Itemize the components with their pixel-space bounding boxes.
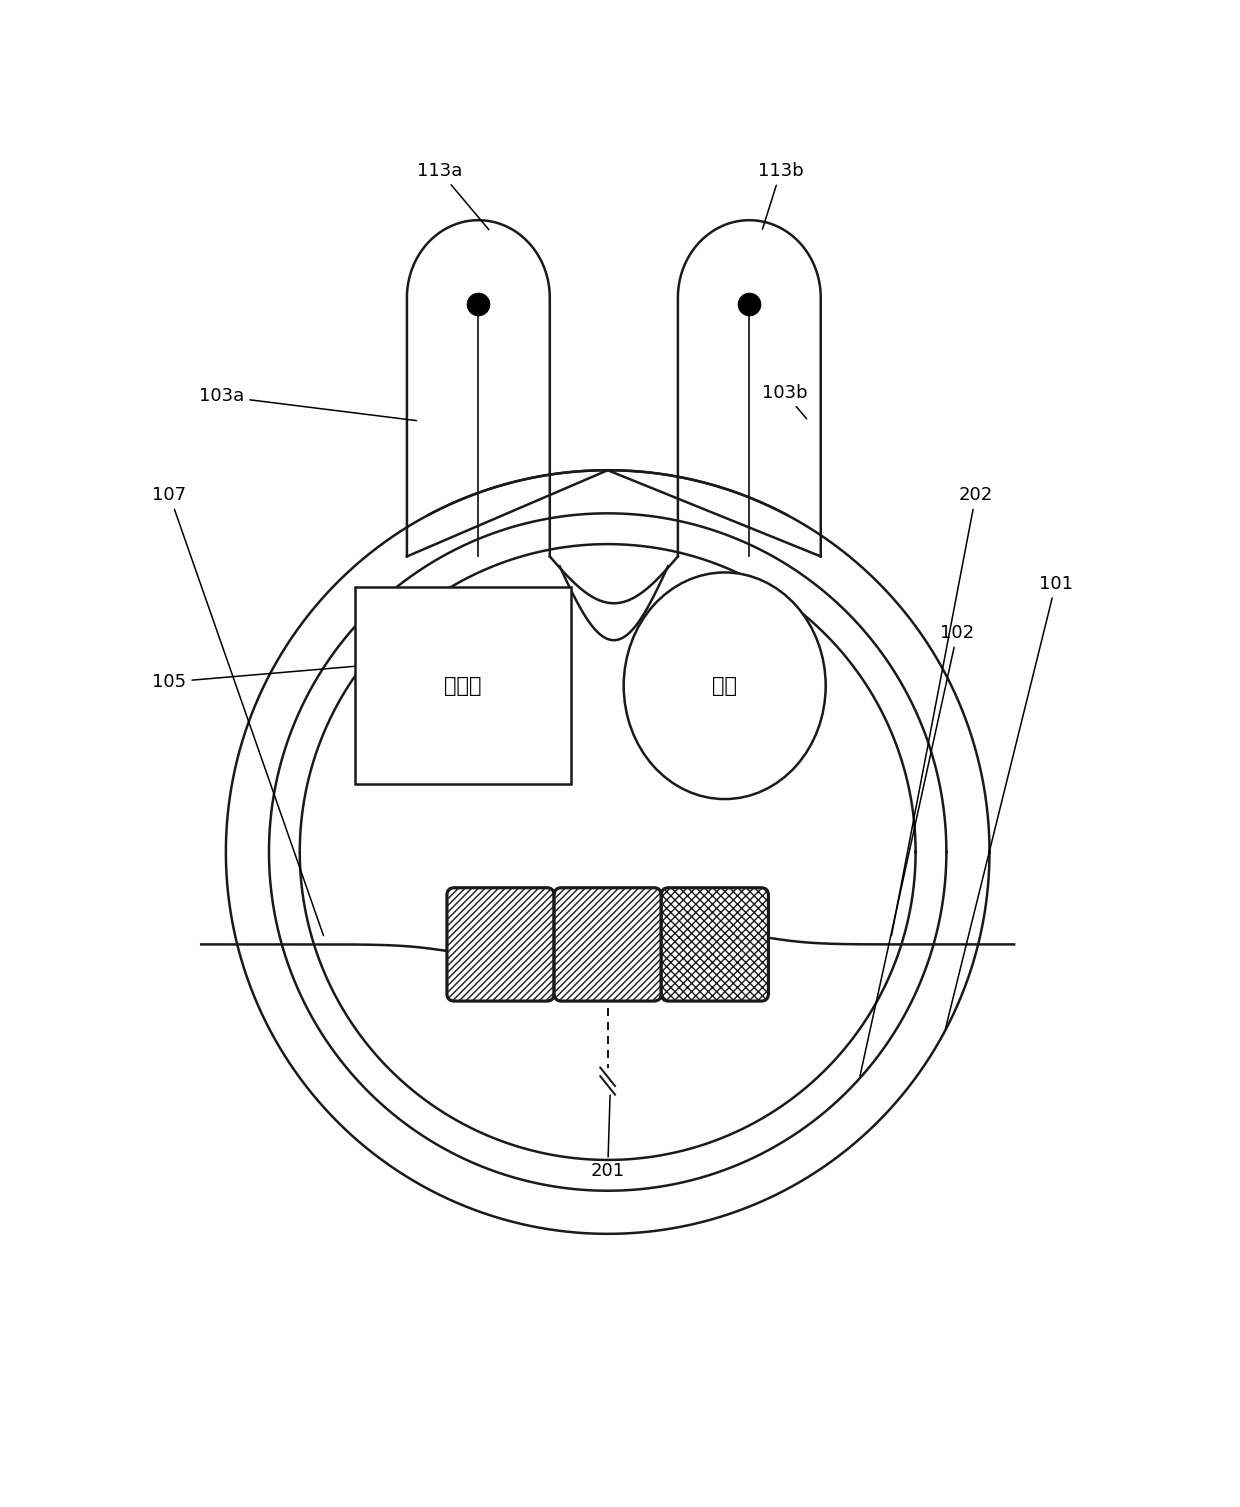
Text: 103a: 103a bbox=[200, 387, 417, 420]
FancyBboxPatch shape bbox=[446, 888, 554, 1001]
Ellipse shape bbox=[624, 573, 826, 799]
Text: 201: 201 bbox=[590, 1096, 625, 1180]
Text: 107: 107 bbox=[153, 485, 324, 936]
Text: 103b: 103b bbox=[761, 384, 807, 419]
Text: 202: 202 bbox=[892, 485, 993, 936]
FancyBboxPatch shape bbox=[554, 888, 661, 1001]
Text: 113a: 113a bbox=[417, 161, 489, 229]
Text: 101: 101 bbox=[945, 574, 1073, 1029]
Text: 105: 105 bbox=[153, 666, 355, 692]
Text: 电源: 电源 bbox=[712, 675, 738, 696]
Text: 102: 102 bbox=[861, 624, 975, 1076]
Bar bbox=[355, 588, 570, 784]
Text: 113b: 113b bbox=[758, 161, 804, 229]
Text: 控制部: 控制部 bbox=[444, 675, 481, 696]
FancyBboxPatch shape bbox=[661, 888, 769, 1001]
